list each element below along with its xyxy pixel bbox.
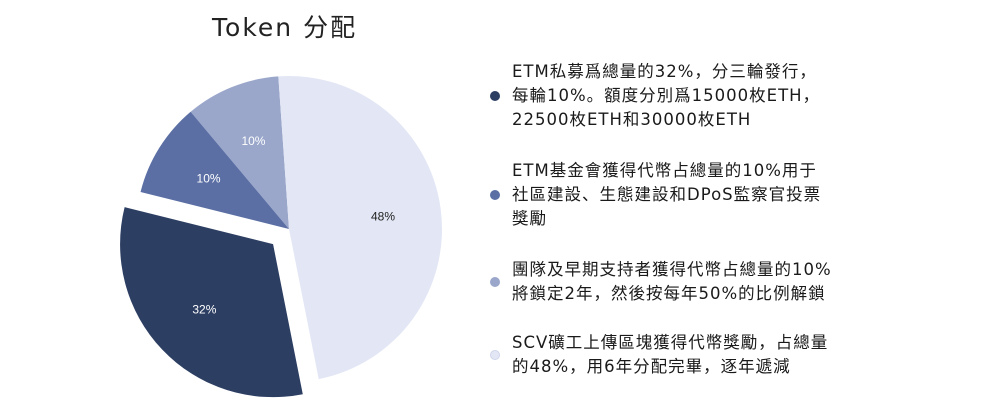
legend-text-2: ETM基金會獲得代幣占總量的10%用于 社區建設、生態建設和DPoS監察官投票 … bbox=[512, 159, 821, 231]
pie-slice-label-4: 48% bbox=[371, 209, 395, 223]
pie-slice-label-3: 32% bbox=[192, 303, 216, 317]
legend-item-4: SCV礦工上傳區塊獲得代幣獎勵，占總量 的48%，用6年分配完畢，逐年遞減 bbox=[490, 331, 828, 379]
legend-dot-4 bbox=[490, 350, 500, 360]
legend-item-3: 團隊及早期支持者獲得代幣占總量的10% 將鎖定2年，然後按每年50%的比例解鎖 bbox=[490, 258, 832, 306]
legend-dot-3 bbox=[490, 277, 500, 287]
legend-text-1: ETM私募爲總量的32%，分三輪發行， 每輪10%。額度分別爲15000枚ETH… bbox=[512, 60, 820, 132]
legend-dot-1 bbox=[490, 91, 500, 101]
pie-chart: 10% 10% 32% 48% bbox=[0, 0, 480, 401]
pie-slice-label-1: 10% bbox=[241, 134, 265, 148]
legend-item-2: ETM基金會獲得代幣占總量的10%用于 社區建設、生態建設和DPoS監察官投票 … bbox=[490, 159, 821, 231]
pie-slice-4 bbox=[278, 76, 442, 379]
legend-item-1: ETM私募爲總量的32%，分三輪發行， 每輪10%。額度分別爲15000枚ETH… bbox=[490, 60, 820, 132]
legend-text-4: SCV礦工上傳區塊獲得代幣獎勵，占總量 的48%，用6年分配完畢，逐年遞減 bbox=[512, 331, 828, 379]
pie-slice-label-2: 10% bbox=[197, 172, 221, 186]
legend: ETM私募爲總量的32%，分三輪發行， 每輪10%。額度分別爲15000枚ETH… bbox=[490, 0, 970, 401]
legend-text-3: 團隊及早期支持者獲得代幣占總量的10% 將鎖定2年，然後按每年50%的比例解鎖 bbox=[512, 258, 832, 306]
legend-dot-2 bbox=[490, 190, 500, 200]
